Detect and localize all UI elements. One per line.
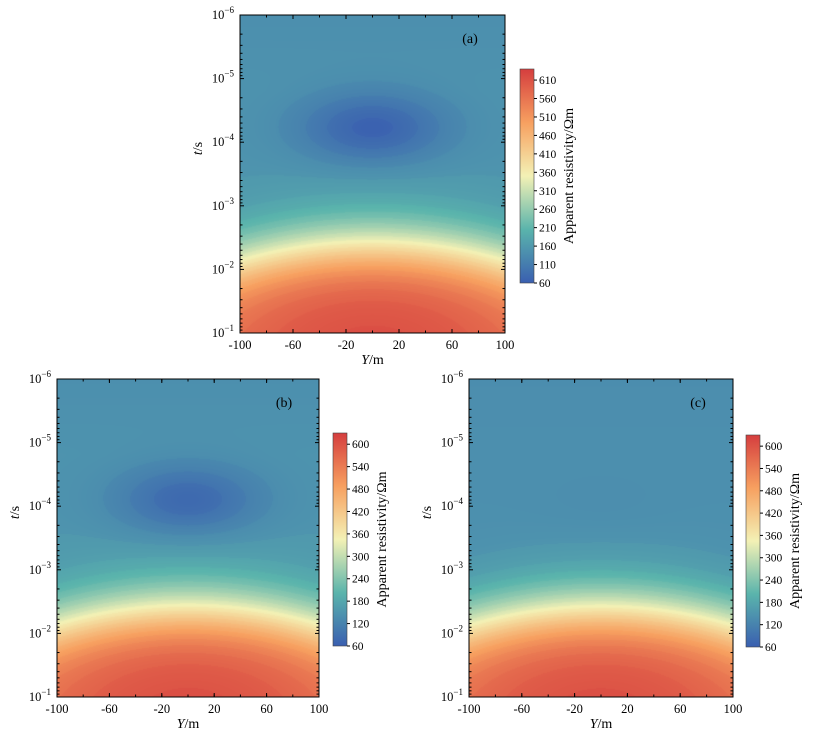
colorbar-tick-label: 480 <box>765 486 783 498</box>
x-tick-label: 20 <box>621 702 634 716</box>
y-tick-label: 10−1 <box>441 687 463 704</box>
colorbar-tick-label: 180 <box>352 596 370 608</box>
x-tick-label: -60 <box>101 702 118 716</box>
y-tick-label: 10−1 <box>212 323 234 340</box>
y-tick-label: 10−2 <box>441 623 463 640</box>
y-tick-label: 10−3 <box>212 196 235 213</box>
x-tick-label: -100 <box>46 702 69 716</box>
colorbar-tick-label: 60 <box>352 641 364 653</box>
x-axis-label: Y/m <box>590 717 613 732</box>
y-axis-label: t/s <box>191 142 206 155</box>
y-tick-label: 10−1 <box>29 687 51 704</box>
y-tick-label: 10−3 <box>29 560 52 577</box>
x-tick-label: 100 <box>724 702 743 716</box>
colorbar-tick-label: 480 <box>352 484 370 496</box>
colorbar-tick-label: 60 <box>765 642 777 654</box>
colorbar <box>519 68 535 284</box>
y-tick-label: 10−4 <box>29 496 52 513</box>
colorbar-tick-label: 510 <box>539 112 557 124</box>
x-tick-label: 20 <box>208 702 221 716</box>
panel-label: (a) <box>462 32 478 47</box>
y-tick-label: 10−3 <box>441 560 464 577</box>
x-axis-label: Y/m <box>177 717 200 732</box>
colorbar-label: Apparent resistivity/Ωm <box>562 108 577 244</box>
colorbar-tick-label: 120 <box>765 620 783 632</box>
panel-label: (c) <box>690 396 706 411</box>
x-tick-label: -20 <box>566 702 583 716</box>
colorbar-tick-label: 360 <box>765 530 783 542</box>
colorbar <box>332 432 348 647</box>
colorbar-tick-label: 260 <box>539 204 557 216</box>
x-tick-label: -60 <box>513 702 530 716</box>
x-axis-label: Y/m <box>361 353 384 368</box>
heatmap-field <box>469 379 733 697</box>
colorbar-tick-label: 240 <box>352 574 370 586</box>
colorbar-tick-label: 420 <box>352 506 370 518</box>
y-axis-label: t/s <box>8 506 23 519</box>
y-tick-label: 10−2 <box>29 623 51 640</box>
panel-c: -100 -60 -20 20 60 100 10−6 10−5 10−4 10−3 10−2 10−… <box>420 369 803 732</box>
y-tick-label: 10−6 <box>212 5 235 22</box>
colorbar-tick-label: 210 <box>539 223 557 235</box>
colorbar-tick-label: 360 <box>352 529 370 541</box>
x-tick-label: 60 <box>446 338 459 352</box>
colorbar-label: Apparent resistivity/Ωm <box>375 471 390 607</box>
y-tick-label: 10−5 <box>29 433 52 450</box>
colorbar-tick-label: 460 <box>539 130 557 142</box>
heatmap-field <box>240 15 505 333</box>
y-axis-label: t/s <box>420 506 435 519</box>
x-tick-label: 60 <box>260 702 273 716</box>
y-tick-label: 10−2 <box>212 259 234 276</box>
x-tick-label: -20 <box>338 338 355 352</box>
x-tick-label: -100 <box>458 702 481 716</box>
panel-label: (b) <box>276 396 293 411</box>
panel-a: -100 -60 -20 20 60 100 10−6 10−5 10−4 10−3 10−2 10−… <box>191 5 577 368</box>
x-tick-label: 20 <box>393 338 406 352</box>
colorbar-tick-label: 120 <box>352 619 370 631</box>
colorbar-tick-label: 300 <box>765 553 783 565</box>
colorbar-tick-label: 310 <box>539 186 557 198</box>
panel-b: -100 -60 -20 20 60 100 10−6 10−5 10−4 10−3 10−2 10−… <box>8 369 390 732</box>
colorbar-tick-label: 300 <box>352 551 370 563</box>
x-tick-label: -100 <box>229 338 252 352</box>
colorbar-tick-label: 600 <box>352 439 370 451</box>
x-tick-label: -60 <box>285 338 302 352</box>
colorbar-tick-label: 420 <box>765 508 783 520</box>
colorbar-tick-label: 600 <box>765 441 783 453</box>
colorbar-tick-label: 560 <box>539 94 557 106</box>
y-tick-label: 10−4 <box>212 132 235 149</box>
x-tick-label: 100 <box>496 338 515 352</box>
y-tick-label: 10−5 <box>212 69 235 86</box>
x-tick-label: 60 <box>674 702 687 716</box>
colorbar <box>745 434 761 648</box>
colorbar-tick-label: 610 <box>539 75 557 87</box>
colorbar-label: Apparent resistivity/Ωm <box>788 473 803 609</box>
colorbar-tick-label: 60 <box>539 278 551 290</box>
heatmap-field <box>57 379 319 697</box>
y-tick-label: 10−5 <box>441 433 464 450</box>
colorbar-tick-label: 540 <box>352 462 370 474</box>
x-tick-label: 100 <box>310 702 329 716</box>
x-tick-label: -20 <box>153 702 170 716</box>
colorbar-tick-label: 180 <box>765 597 783 609</box>
y-tick-label: 10−6 <box>29 369 52 386</box>
colorbar-tick-label: 410 <box>539 149 557 161</box>
colorbar-tick-label: 160 <box>539 241 557 253</box>
y-tick-label: 10−6 <box>441 369 464 386</box>
y-tick-label: 10−4 <box>441 496 464 513</box>
colorbar-tick-label: 110 <box>539 260 556 272</box>
colorbar-tick-label: 540 <box>765 463 783 475</box>
colorbar-tick-label: 360 <box>539 167 557 179</box>
colorbar-tick-label: 240 <box>765 575 783 587</box>
